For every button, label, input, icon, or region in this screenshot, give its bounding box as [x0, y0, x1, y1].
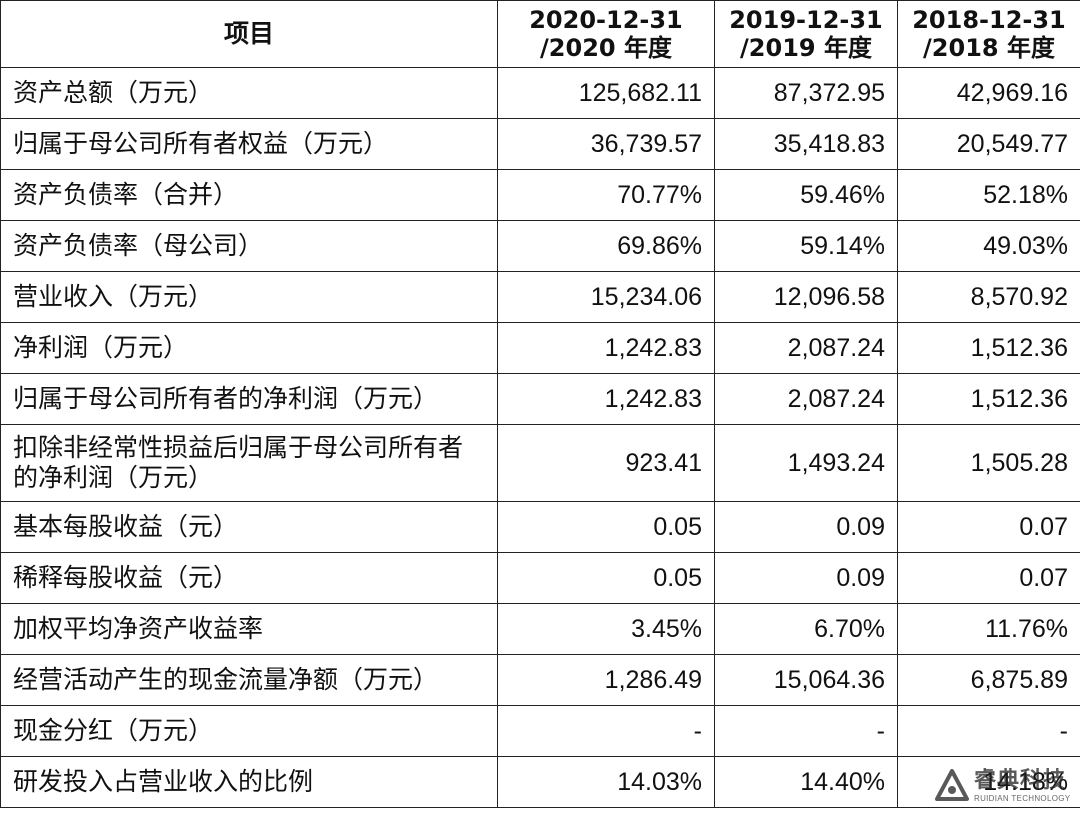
value-2018: 0.07 — [897, 552, 1080, 604]
watermark-brand-cn: 睿典科技 — [974, 767, 1067, 793]
value-2019: 12,096.58 — [714, 271, 898, 323]
table-row: 营业收入（万元） 15,234.06 12,096.58 8,570.92 — [0, 271, 1080, 323]
value-2020: 0.05 — [497, 501, 715, 553]
table-row: 基本每股收益（元） 0.05 0.09 0.07 — [0, 501, 1080, 553]
table-row: 归属于母公司所有者的净利润（万元） 1,242.83 2,087.24 1,51… — [0, 373, 1080, 425]
table-row: 加权平均净资产收益率 3.45% 6.70% 11.76% — [0, 603, 1080, 655]
value-2018: 20,549.77 — [897, 118, 1080, 170]
value-2020: 1,242.83 — [497, 373, 715, 425]
value-2020: 36,739.57 — [497, 118, 715, 170]
value-2019: - — [714, 705, 898, 757]
row-label: 加权平均净资产收益率 — [0, 603, 498, 655]
table-row: 资产负债率（合并） 70.77% 59.46% 52.18% — [0, 169, 1080, 221]
table-row: 稀释每股收益（元） 0.05 0.09 0.07 — [0, 552, 1080, 604]
watermark-brand-en: RUIDIAN TECHNOLOGY — [974, 793, 1071, 803]
value-2019: 1,493.24 — [714, 424, 898, 502]
value-2018: 42,969.16 — [897, 67, 1080, 119]
header-2019: 2019-12-31 /2019 年度 — [714, 0, 898, 68]
table-row: 资产总额（万元） 125,682.11 87,372.95 42,969.16 — [0, 67, 1080, 119]
value-2019: 59.46% — [714, 169, 898, 221]
row-label: 营业收入（万元） — [0, 271, 498, 323]
value-2018: 1,505.28 — [897, 424, 1080, 502]
value-2019: 14.40% — [714, 756, 898, 808]
table-row: 归属于母公司所有者权益（万元） 36,739.57 35,418.83 20,5… — [0, 118, 1080, 170]
value-2019: 0.09 — [714, 501, 898, 553]
row-label: 资产负债率（合并） — [0, 169, 498, 221]
value-2019: 2,087.24 — [714, 322, 898, 374]
brand-watermark: 睿典科技 RUIDIAN TECHNOLOGY — [934, 764, 1074, 808]
table-row: 扣除非经常性损益后归属于母公司所有者的净利润（万元） 923.41 1,493.… — [0, 424, 1080, 502]
value-2018: 11.76% — [897, 603, 1080, 655]
row-label: 扣除非经常性损益后归属于母公司所有者的净利润（万元） — [0, 424, 498, 502]
row-label: 归属于母公司所有者的净利润（万元） — [0, 373, 498, 425]
value-2020: 0.05 — [497, 552, 715, 604]
value-2019: 35,418.83 — [714, 118, 898, 170]
value-2020: 1,286.49 — [497, 654, 715, 706]
value-2019: 59.14% — [714, 220, 898, 272]
header-item: 项目 — [0, 0, 498, 68]
value-2020: 14.03% — [497, 756, 715, 808]
row-label: 研发投入占营业收入的比例 — [0, 756, 498, 808]
value-2019: 2,087.24 — [714, 373, 898, 425]
value-2020: 69.86% — [497, 220, 715, 272]
row-label: 稀释每股收益（元） — [0, 552, 498, 604]
header-2018: 2018-12-31 /2018 年度 — [897, 0, 1080, 68]
value-2020: 3.45% — [497, 603, 715, 655]
table-row: 经营活动产生的现金流量净额（万元） 1,286.49 15,064.36 6,8… — [0, 654, 1080, 706]
value-2020: 923.41 — [497, 424, 715, 502]
table-row: 研发投入占营业收入的比例 14.03% 14.40% 14.18% — [0, 756, 1080, 808]
row-label: 基本每股收益（元） — [0, 501, 498, 553]
row-label: 资产总额（万元） — [0, 67, 498, 119]
value-2018: 52.18% — [897, 169, 1080, 221]
row-label: 归属于母公司所有者权益（万元） — [0, 118, 498, 170]
value-2020: 70.77% — [497, 169, 715, 221]
value-2020: 125,682.11 — [497, 67, 715, 119]
value-2018: 0.07 — [897, 501, 1080, 553]
value-2018: 14.18% — [897, 756, 1080, 808]
value-2019: 15,064.36 — [714, 654, 898, 706]
header-2020: 2020-12-31 /2020 年度 — [497, 0, 715, 68]
table-row: 净利润（万元） 1,242.83 2,087.24 1,512.36 — [0, 322, 1080, 374]
table-row: 现金分红（万元） - - - — [0, 705, 1080, 757]
ruidian-logo-icon — [935, 769, 969, 801]
value-2018: 1,512.36 — [897, 322, 1080, 374]
table-row: 资产负债率（母公司） 69.86% 59.14% 49.03% — [0, 220, 1080, 272]
value-2018: 49.03% — [897, 220, 1080, 272]
value-2020: 1,242.83 — [497, 322, 715, 374]
row-label: 资产负债率（母公司） — [0, 220, 498, 272]
value-2018: 8,570.92 — [897, 271, 1080, 323]
row-label: 现金分红（万元） — [0, 705, 498, 757]
value-2018: 1,512.36 — [897, 373, 1080, 425]
table-header-row: 项目 2020-12-31 /2020 年度 2019-12-31 /2019 … — [0, 0, 1080, 68]
value-2020: 15,234.06 — [497, 271, 715, 323]
value-2018: 6,875.89 — [897, 654, 1080, 706]
value-2019: 0.09 — [714, 552, 898, 604]
value-2020: - — [497, 705, 715, 757]
row-label: 经营活动产生的现金流量净额（万元） — [0, 654, 498, 706]
value-2019: 6.70% — [714, 603, 898, 655]
row-label: 净利润（万元） — [0, 322, 498, 374]
value-2019: 87,372.95 — [714, 67, 898, 119]
value-2018: - — [897, 705, 1080, 757]
